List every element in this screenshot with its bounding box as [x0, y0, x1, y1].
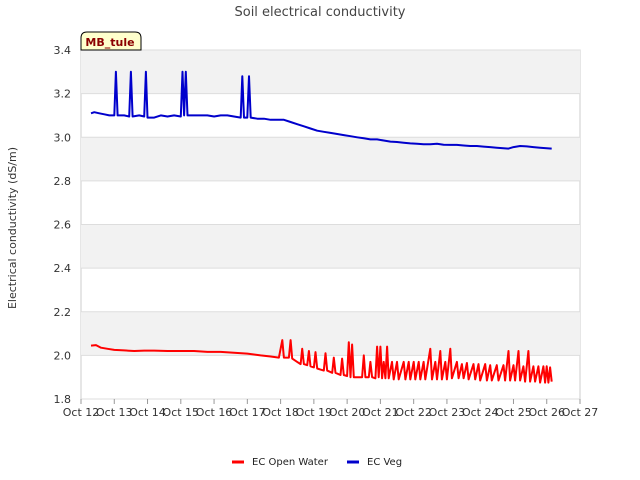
y-tick-label: 3.4 — [54, 44, 72, 57]
series-line-0 — [90, 339, 553, 384]
y-tick-label: 2.0 — [54, 349, 72, 362]
y-axis-title: Electrical conductivity (dS/m) — [6, 147, 19, 309]
background-band — [81, 137, 580, 181]
legend-label: EC Veg — [367, 457, 402, 468]
chart-title: Soil electrical conductivity — [234, 5, 405, 20]
background-band — [81, 50, 580, 94]
background-band — [81, 311, 580, 356]
y-tick-label: 3.0 — [54, 131, 72, 144]
y-tick-label: 2.8 — [54, 175, 72, 188]
y-tick-label: 2.2 — [54, 306, 72, 319]
x-tick-label: Oct 17 — [229, 406, 266, 419]
x-tick-label: Oct 20 — [329, 406, 366, 419]
x-tick-label: Oct 25 — [495, 406, 532, 419]
background-band — [81, 224, 580, 269]
y-tick-label: 3.2 — [54, 88, 72, 101]
y-axis-ticks: 1.8 2.0 2.2 2.4 2.6 2.8 3.0 3.2 3.4 — [54, 44, 72, 406]
x-tick-label: Oct 14 — [129, 406, 166, 419]
series-line-1 — [90, 70, 552, 150]
x-tick-label: Oct 27 — [562, 406, 599, 419]
station-badge: MB_tule — [80, 31, 142, 51]
x-tick-label: Oct 22 — [395, 406, 432, 419]
x-tick-label: Oct 16 — [196, 406, 233, 419]
x-tick-label: Oct 15 — [163, 406, 200, 419]
y-tick-label: 2.4 — [54, 262, 72, 275]
station-label: MB_tule — [85, 36, 134, 49]
x-tick-label: Oct 13 — [96, 406, 133, 419]
legend: EC Open Water EC Veg — [232, 457, 402, 468]
series-lines — [90, 70, 553, 384]
x-tick-label: Oct 24 — [462, 406, 499, 419]
y-tick-label: 2.6 — [54, 219, 72, 232]
legend-label: EC Open Water — [252, 457, 329, 468]
x-tick-label: Oct 26 — [528, 406, 565, 419]
gridlines — [81, 49, 580, 400]
station-badge-box — [80, 31, 142, 51]
y-tick-label: 1.8 — [54, 393, 72, 406]
x-tick-label: Oct 12 — [63, 406, 100, 419]
x-tick-label: Oct 21 — [362, 406, 399, 419]
x-tick-label: Oct 23 — [429, 406, 466, 419]
x-tick-label: Oct 18 — [262, 406, 299, 419]
x-tick-label: Oct 19 — [296, 406, 333, 419]
